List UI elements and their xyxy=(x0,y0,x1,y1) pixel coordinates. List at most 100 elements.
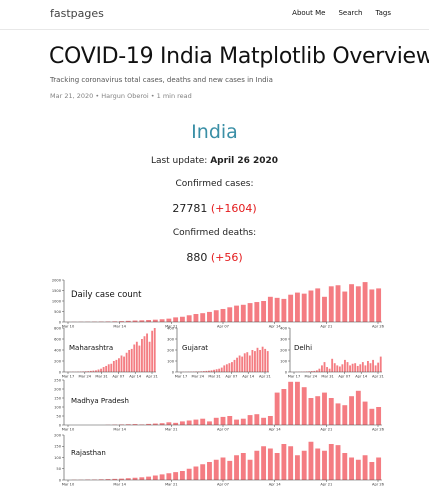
chart-plot: 0 50 100 150 200 250 Mar 10 Mar 14 Mar 21 Apr 07 A… xyxy=(54,378,385,431)
x-tick-label: Apr 21 xyxy=(320,325,332,329)
last-update: Last update: April 26 2020 xyxy=(0,156,429,166)
bar xyxy=(321,365,323,372)
x-tick-label: Mar 24 xyxy=(305,375,318,379)
site-title[interactable]: fastpages xyxy=(50,7,104,20)
chart-plot: 0 500 1000 1500 2000 Mar 10 Mar 14 Mar 21 Apr 07… xyxy=(52,278,385,328)
x-tick-label: Mar 31 xyxy=(208,375,221,379)
x-tick-label: Mar 21 xyxy=(165,428,178,432)
bar xyxy=(308,290,314,322)
bar xyxy=(234,305,239,322)
chart-title: Gujarat xyxy=(182,344,209,352)
bar xyxy=(152,423,158,425)
bar xyxy=(247,303,253,322)
bar xyxy=(281,389,287,425)
y-tick-label: 150 xyxy=(54,445,62,449)
bar xyxy=(231,362,233,372)
bar xyxy=(228,363,231,372)
bar xyxy=(315,396,321,425)
x-tick-label: Mar 17 xyxy=(62,375,75,379)
bar xyxy=(193,419,199,425)
bar xyxy=(193,314,199,322)
bar xyxy=(105,479,111,480)
bar xyxy=(354,363,357,372)
bar xyxy=(251,350,254,372)
bar xyxy=(254,450,260,480)
bar xyxy=(166,318,172,322)
bar xyxy=(318,368,321,372)
bar xyxy=(362,401,368,425)
bar xyxy=(349,365,351,372)
bar xyxy=(349,284,354,322)
bar xyxy=(205,370,208,372)
bar xyxy=(376,457,382,480)
last-update-label: Last update: xyxy=(150,156,208,166)
x-tick-label: Apr 26 xyxy=(372,428,385,432)
bar xyxy=(288,294,294,322)
nav-about-me[interactable]: About Me xyxy=(292,9,326,17)
bar xyxy=(207,462,212,480)
deaths-new: (+56) xyxy=(210,251,243,264)
bar xyxy=(200,464,206,480)
bar xyxy=(359,364,362,372)
bar xyxy=(112,321,118,322)
bar xyxy=(323,362,326,372)
bar xyxy=(308,398,314,425)
y-tick-label: 200 xyxy=(167,348,175,352)
y-tick-label: 50 xyxy=(56,414,61,418)
bar xyxy=(361,362,364,372)
bar xyxy=(308,371,311,372)
confirmed-value: 27781 xyxy=(172,202,208,215)
bar xyxy=(107,364,110,372)
bar xyxy=(207,421,212,425)
bar xyxy=(143,336,146,372)
chart-plot: 0 50 100 150 200 Mar 10 Mar 14 Mar 21 Apr 07 Apr … xyxy=(54,433,385,486)
bar xyxy=(356,365,359,372)
bar xyxy=(110,363,113,372)
bar xyxy=(267,448,273,480)
bar xyxy=(118,358,120,372)
x-tick-label: Mar 10 xyxy=(62,483,75,487)
bar xyxy=(288,381,294,425)
nav-tags[interactable]: Tags xyxy=(375,9,392,17)
bar xyxy=(166,473,172,480)
chart-plot: 0 200 400 600 800 Mar 17 Mar 24 Mar 31 Apr 07 Apr… xyxy=(54,326,158,378)
y-tick-label: 100 xyxy=(167,359,175,363)
x-tick-label: Apr 07 xyxy=(338,375,350,379)
bar xyxy=(274,297,280,322)
bar xyxy=(208,370,210,372)
bar xyxy=(377,362,380,372)
y-tick-label: 100 xyxy=(280,359,288,363)
y-tick-label: 300 xyxy=(167,337,175,341)
bar xyxy=(92,370,95,372)
bar xyxy=(130,348,133,372)
bar xyxy=(213,459,219,480)
bar xyxy=(355,286,361,322)
x-tick-label: Apr 21 xyxy=(146,375,158,379)
x-tick-label: Mar 31 xyxy=(321,375,334,379)
bar xyxy=(288,446,294,480)
bar xyxy=(179,421,185,425)
bar xyxy=(135,341,138,372)
bar xyxy=(315,288,321,322)
x-tick-label: Mar 14 xyxy=(113,325,126,329)
bar xyxy=(138,345,141,372)
bar xyxy=(220,416,226,425)
chart-title: Maharashtra xyxy=(69,344,114,352)
chart-gujarat: 0 100 200 300 400 Mar 17 Mar 24 Mar 31 Apr 07 Apr… xyxy=(167,326,271,378)
bar xyxy=(331,358,334,372)
y-tick-label: 400 xyxy=(167,326,175,330)
nav-search[interactable]: Search xyxy=(338,9,363,17)
bar xyxy=(200,371,203,372)
bar xyxy=(84,371,87,372)
bar xyxy=(240,453,246,480)
post-description: Tracking coronavirus total cases, deaths… xyxy=(50,76,273,84)
bar xyxy=(97,369,100,372)
bar xyxy=(310,371,313,372)
x-tick-label: Apr 07 xyxy=(225,375,237,379)
bar xyxy=(344,359,346,372)
post-title: COVID-19 India Matplotlib Overview xyxy=(49,44,429,69)
bar xyxy=(308,441,314,480)
bar xyxy=(102,367,105,372)
y-tick-label: 500 xyxy=(54,310,62,314)
x-tick-label: Apr 21 xyxy=(320,428,332,432)
